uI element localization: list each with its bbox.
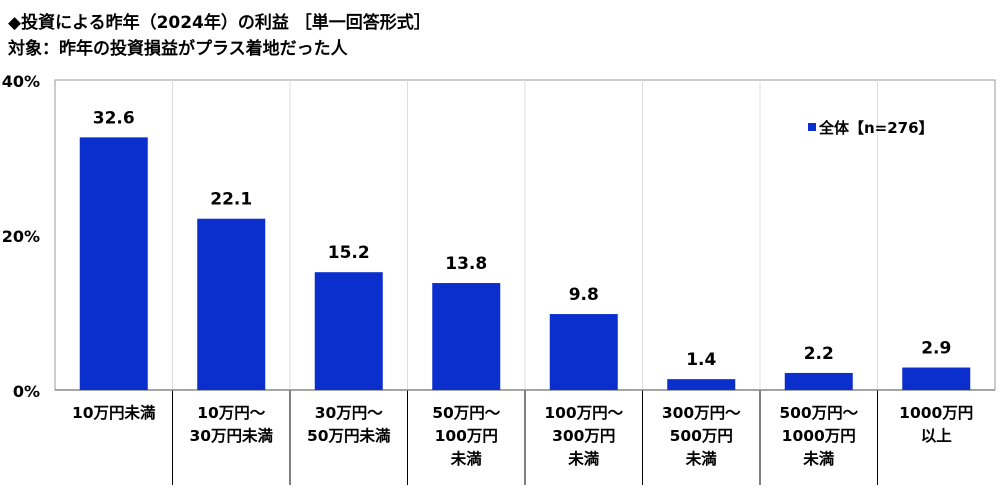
data-label: 15.2	[328, 243, 370, 263]
data-label: 2.2	[804, 344, 834, 364]
data-label: 13.8	[445, 254, 487, 274]
bar	[197, 218, 266, 390]
y-tick-label: 20%	[2, 227, 40, 246]
x-tick-label: 50万円未満	[307, 426, 391, 445]
bar	[314, 272, 383, 390]
chart-subtitle: 対象：昨年の投資損益がプラス着地だった人	[8, 39, 348, 59]
data-label: 1.4	[686, 350, 716, 370]
x-tick-label: 30万円～	[315, 404, 384, 422]
x-tick-label: 500万円	[670, 427, 733, 445]
y-tick-label: 40%	[2, 72, 40, 91]
bar	[902, 367, 971, 390]
bar	[549, 314, 618, 390]
x-tick-label: 未満	[450, 449, 483, 468]
x-tick-label: 以上	[921, 427, 953, 445]
x-tick-label: 未満	[567, 449, 600, 468]
bar	[79, 137, 148, 390]
x-tick-label: 300万円	[552, 427, 615, 445]
y-tick-label: 0%	[13, 382, 40, 401]
x-tick-label: 1000万円	[899, 404, 973, 422]
data-label: 22.1	[210, 190, 252, 210]
data-label: 9.8	[569, 285, 599, 305]
x-tick-label: 100万円～	[544, 404, 623, 422]
legend-label: 全体【n=276】	[818, 119, 934, 137]
x-tick-label: 10万円～	[197, 404, 266, 422]
bar	[432, 283, 501, 390]
x-tick-label: 30万円未満	[189, 426, 273, 445]
chart-title: ◆投資による昨年（2024年）の利益 ［単一回答形式］	[8, 13, 431, 33]
x-tick-label: 50万円～	[432, 404, 501, 422]
x-tick-label: 未満	[802, 449, 835, 468]
x-tick-label: 未満	[685, 449, 718, 468]
x-tick-label: 10万円未満	[72, 403, 156, 422]
x-tick-label: 500万円～	[779, 404, 858, 422]
bar	[667, 379, 736, 390]
legend-swatch	[808, 123, 816, 131]
x-tick-label: 100万円	[435, 427, 498, 445]
x-tick-label: 1000万円	[782, 427, 856, 445]
data-label: 2.9	[921, 339, 951, 359]
bar	[784, 372, 853, 390]
x-tick-label: 300万円～	[662, 404, 741, 422]
data-label: 32.6	[93, 108, 135, 128]
